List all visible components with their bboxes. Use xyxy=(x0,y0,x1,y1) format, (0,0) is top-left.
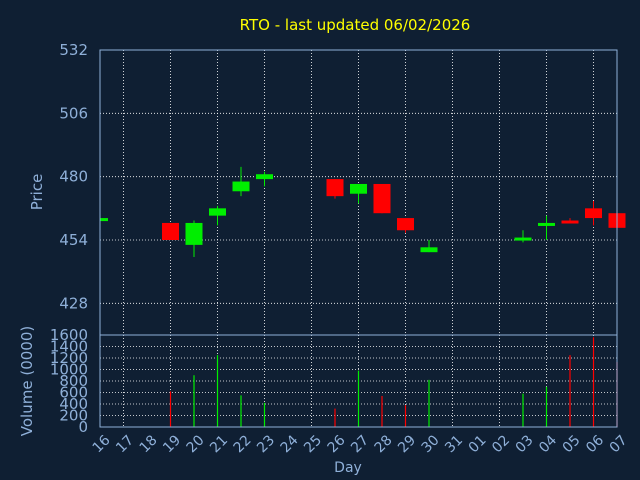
candle-body xyxy=(185,222,203,245)
price-tick-label: 428 xyxy=(59,294,88,312)
candle xyxy=(420,240,438,253)
candle xyxy=(162,222,179,240)
price-tick-label: 532 xyxy=(59,41,88,59)
candle xyxy=(373,183,391,214)
volume-tick-label: 200 xyxy=(59,407,88,425)
volume-tick-label: 400 xyxy=(59,395,88,413)
volume-tick-label: 600 xyxy=(59,384,88,402)
volume-tick-label: 1200 xyxy=(50,349,88,367)
candle-body xyxy=(420,247,438,253)
candle-body xyxy=(514,237,532,241)
candle-body xyxy=(350,183,367,194)
volume-plot-frame xyxy=(99,334,618,428)
candle xyxy=(397,218,414,233)
candle-body xyxy=(585,208,602,219)
candle-body xyxy=(561,220,579,224)
volume-axis-label: Volume (0000) xyxy=(18,326,36,436)
volume-tick-label: 1000 xyxy=(50,361,88,379)
volume-tick-label: 1400 xyxy=(50,338,88,356)
candle xyxy=(538,215,555,240)
candle xyxy=(585,201,602,226)
candle xyxy=(350,183,367,204)
candle-body xyxy=(373,183,391,214)
candle-body xyxy=(538,222,555,226)
price-tick-label: 480 xyxy=(59,168,88,186)
price-tick-labels: 428 454 480 506 532 xyxy=(59,41,88,312)
volume-tick-label: 1600 xyxy=(50,326,88,344)
price-tick-label: 454 xyxy=(59,231,88,249)
candle-body xyxy=(256,174,273,180)
candle-body xyxy=(100,218,108,222)
candle xyxy=(232,166,250,197)
candle-body xyxy=(162,222,179,240)
candle xyxy=(514,230,532,243)
x-tick-labels: 16 17 18 19 20 21 22 23 24 25 26 27 28 29 30 31 01 02 03 04… xyxy=(90,432,631,456)
candle xyxy=(185,220,203,258)
candle xyxy=(99,218,108,222)
x-axis-label: Day xyxy=(334,460,362,476)
price-axis-label: Price xyxy=(28,174,46,211)
price-tick-label: 506 xyxy=(59,104,88,122)
candle-body xyxy=(326,179,344,197)
price-grid xyxy=(100,49,617,335)
candle xyxy=(561,218,579,224)
chart-title: RTO - last updated 06/02/2026 xyxy=(240,16,471,34)
candlesticks xyxy=(99,166,626,258)
candle xyxy=(256,171,273,187)
candle-body xyxy=(397,218,414,231)
candle-body xyxy=(209,208,226,216)
volume-tick-label: 800 xyxy=(59,372,88,390)
candle xyxy=(209,205,226,226)
candle xyxy=(326,179,344,199)
candle-body xyxy=(232,181,250,192)
volume-tick-label: 0 xyxy=(78,418,88,436)
